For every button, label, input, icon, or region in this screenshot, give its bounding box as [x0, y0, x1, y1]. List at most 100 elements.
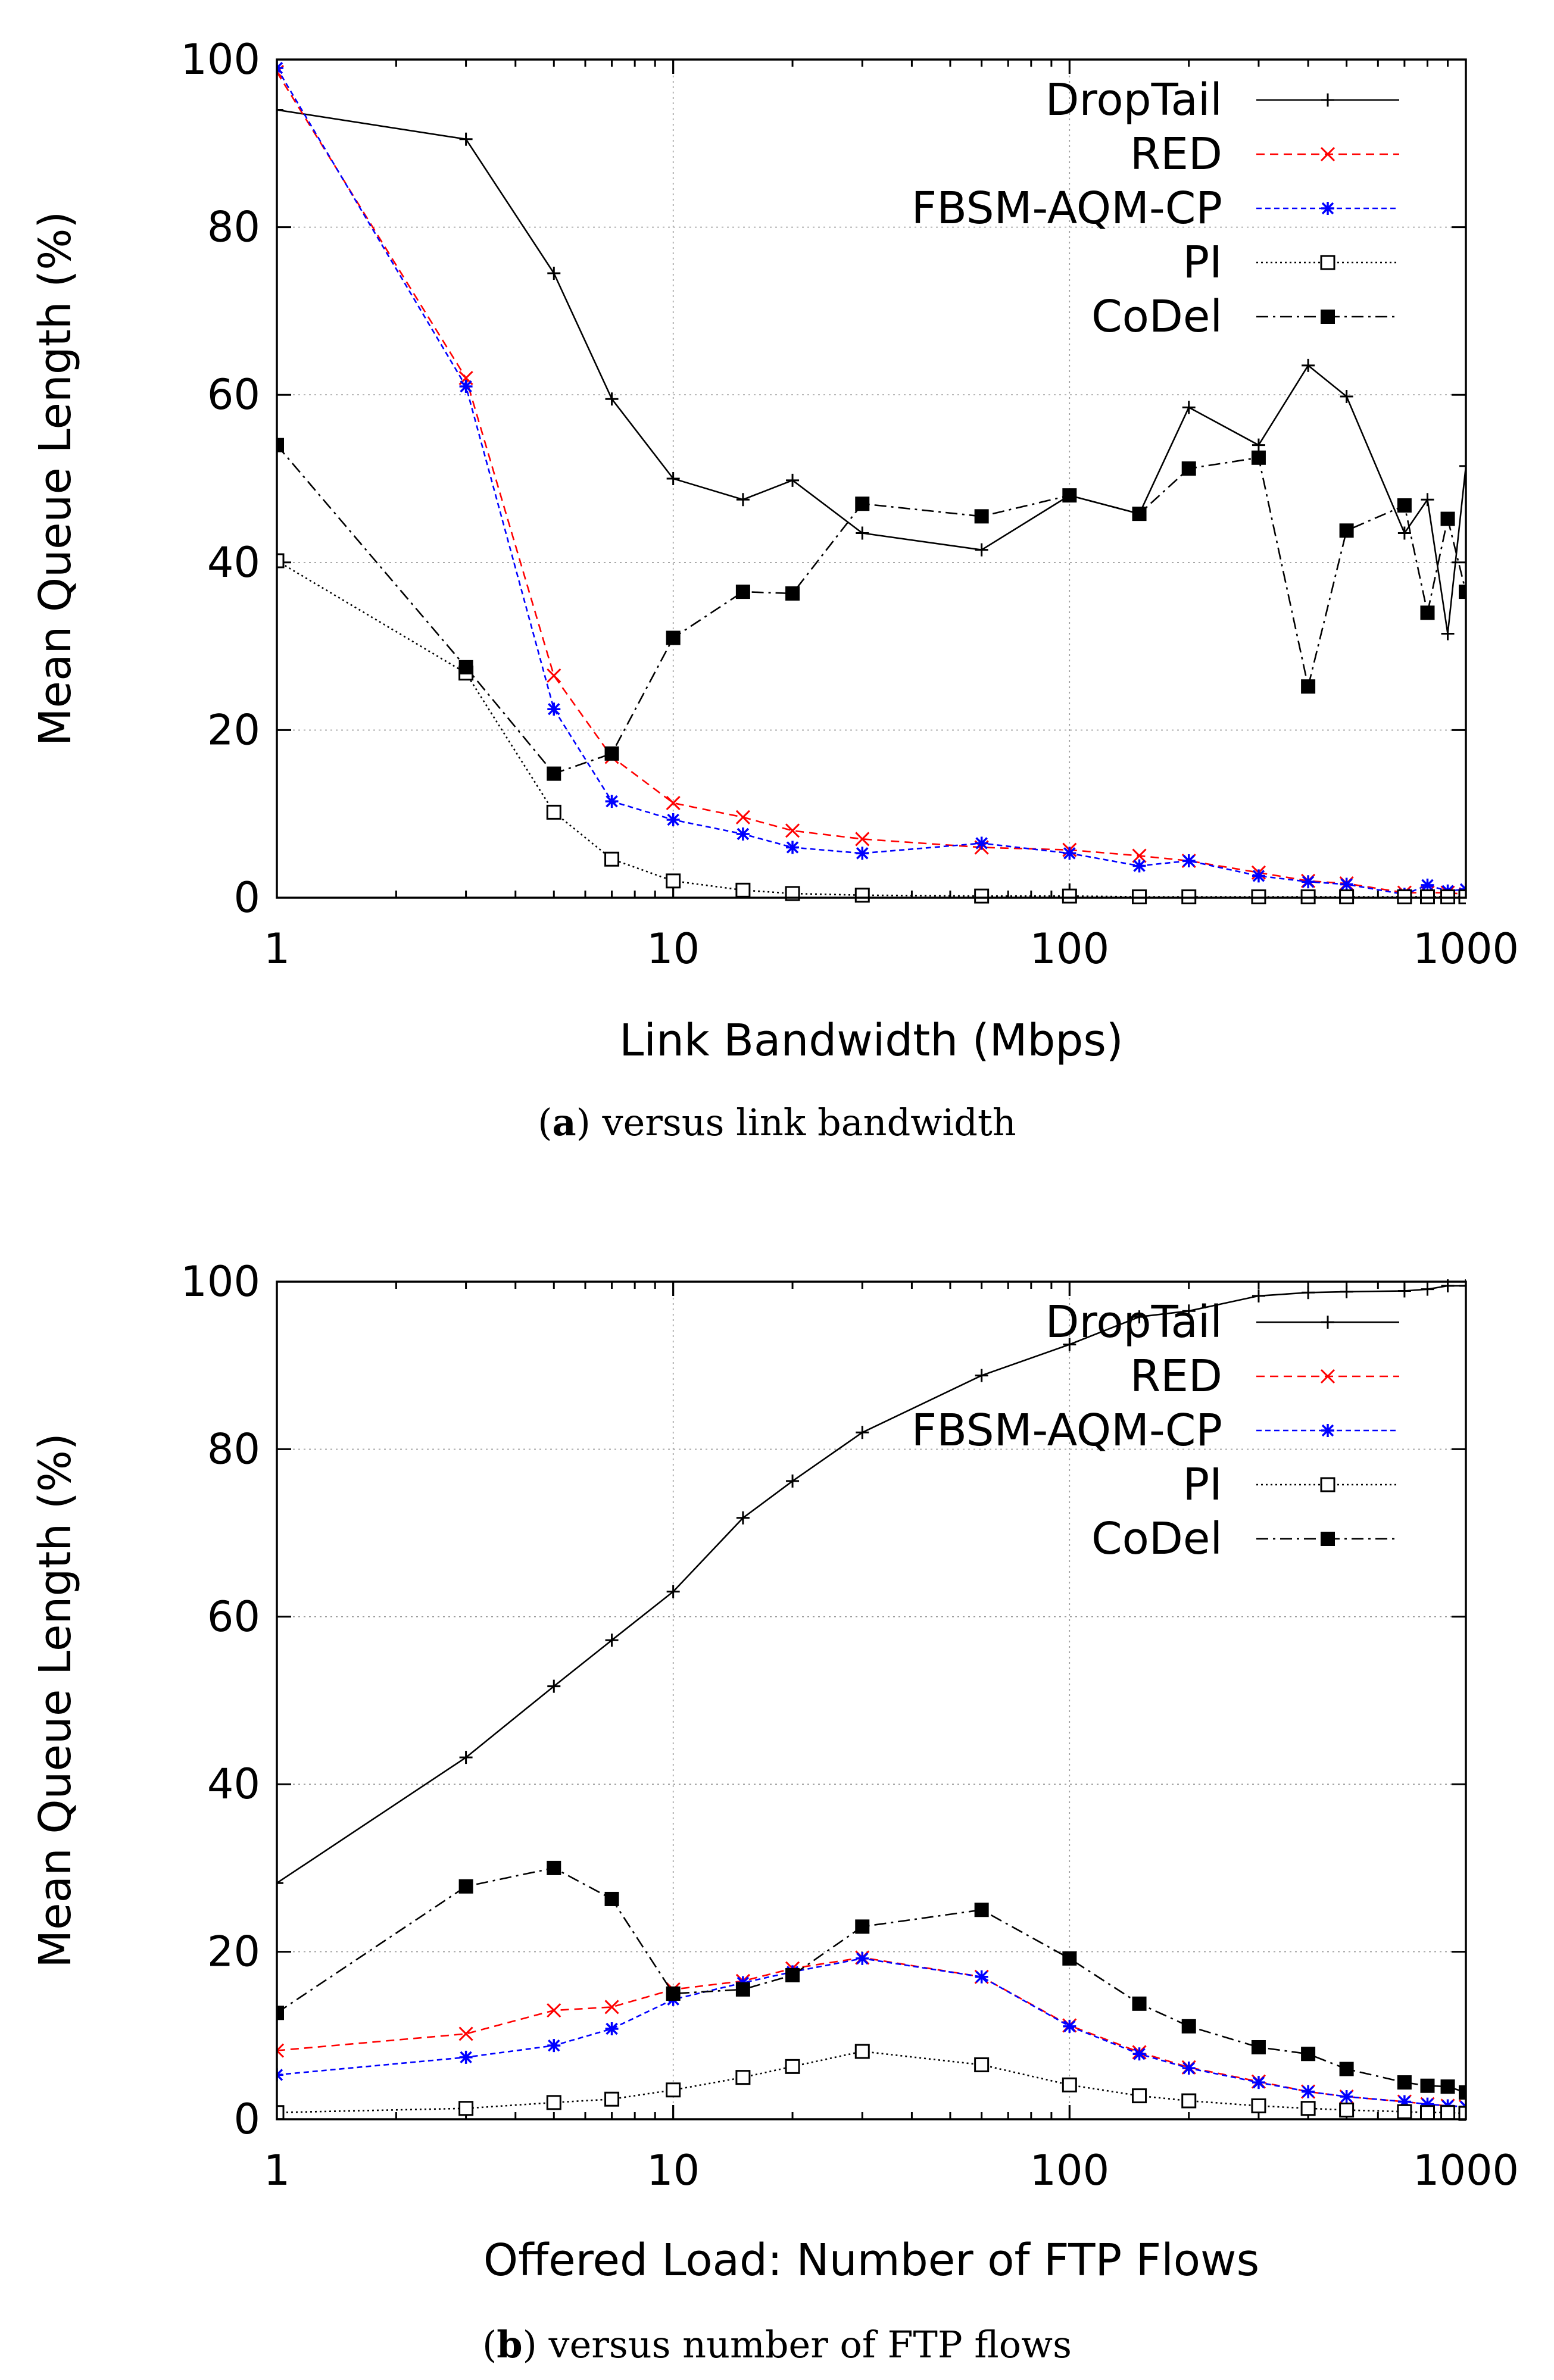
chart-b-fbsm-aqm-cp-point	[459, 2050, 473, 2064]
chart-a-droptail-point	[1252, 438, 1265, 452]
chart-a-pi-point	[735, 882, 751, 898]
chart-b-codel-point	[1459, 2085, 1466, 2100]
chart-b-legend-marker-fbsm-aqm-cp	[1321, 1424, 1334, 1437]
chart-b-codel-point	[1132, 1996, 1147, 2011]
chart-a-codel-point	[855, 496, 870, 511]
chart-b-codel-point	[1420, 2078, 1435, 2093]
chart-b-y-tick-label: 60	[207, 1592, 260, 1641]
chart-a-codel-point	[1181, 461, 1196, 476]
chart-a-y-tick-label: 60	[207, 370, 260, 419]
chart-a-fbsm-aqm-cp-point	[1421, 878, 1434, 892]
chart-a-droptail-point	[1421, 493, 1434, 507]
chart-b-pi-point	[974, 2057, 990, 2073]
chart-b-droptail-point	[1182, 1304, 1196, 1318]
chart-a-fbsm-aqm-cp-point	[1063, 847, 1076, 860]
chart-b-caption-text: versus number of FTP flows	[537, 2323, 1072, 2366]
chart-b-legend-label-codel: CoDel	[1091, 1513, 1222, 1564]
chart-b-grid	[277, 1282, 1466, 2119]
chart-b-fbsm-aqm-cp-point	[1132, 2047, 1146, 2061]
chart-a-fbsm-aqm-cp-point	[1340, 877, 1353, 891]
chart-b-pi-point	[1397, 2104, 1412, 2119]
chart-a-y-tick-label: 40	[207, 538, 260, 587]
chart-a-codel-point	[1301, 679, 1316, 694]
chart-a-codel-point	[666, 630, 681, 645]
chart-b-droptail-point	[1397, 1284, 1411, 1298]
chart-a-y-tick-label: 0	[233, 873, 260, 922]
chart-a-pi-point	[1062, 888, 1077, 904]
chart-a-legend-marker-fbsm-aqm-cp	[1321, 202, 1334, 215]
chart-b-x-tick-label: 1	[264, 2146, 291, 2195]
chart-a-x-tick-label: 1	[264, 924, 291, 973]
chart-b-droptail-point	[975, 1369, 988, 1382]
chart-a-fbsm-aqm-cp-point	[1302, 875, 1315, 889]
chart-b-codel-point	[1397, 2075, 1412, 2090]
chart-b-x-tick-label: 100	[1030, 2146, 1110, 2195]
chart-a-red-point	[735, 810, 750, 824]
chart-a-red-point	[855, 832, 870, 847]
chart-b-droptail-point	[459, 1751, 473, 1764]
chart-b-legend-marker-codel	[1321, 1532, 1335, 1546]
chart-a-legend-label-red: RED	[1130, 129, 1222, 180]
chart-b-red-point	[458, 2026, 473, 2041]
chart-b-x-axis-label: Offered Load: Number of FTP Flows	[483, 2235, 1259, 2286]
chart-b-red-point	[604, 2000, 619, 2014]
chart-b-droptail-point	[666, 1585, 680, 1598]
chart-b-legend-label-fbsm-aqm-cp: FBSM-AQM-CP	[912, 1405, 1222, 1456]
chart-b-codel-point	[666, 1986, 681, 2001]
chart-b-caption-label: b	[497, 2323, 522, 2366]
chart-a-codel-point	[1459, 585, 1466, 599]
chart-b-droptail-point	[736, 1511, 750, 1525]
chart-a-codel-point	[974, 509, 989, 524]
chart-a-droptail-point	[666, 472, 680, 485]
chart-b-pi-point	[1062, 2077, 1077, 2092]
chart-b-pi-point	[1458, 2106, 1466, 2121]
chart-a-droptail-point	[975, 543, 988, 557]
chart-b-caption-paren-close: )	[523, 2323, 537, 2366]
chart-b-droptail-point	[1459, 1279, 1466, 1293]
chart-b-legend-marker-droptail	[1321, 1316, 1334, 1329]
chart-a-pi-point	[974, 888, 990, 904]
chart-b-codel-point	[1339, 2062, 1354, 2076]
chart-b-fbsm-aqm-cp-point	[1252, 2076, 1265, 2089]
chart-a-codel-point	[1132, 507, 1147, 521]
chart-a: 0 20 40 60 80 100 1 10 100 1000 Link Bandwidth (Mb…	[30, 35, 1519, 1144]
chart-b-codel-point	[974, 1903, 989, 1917]
chart-a-droptail-point	[605, 392, 619, 406]
chart-a-caption-label: a	[552, 1101, 576, 1144]
chart-b-fbsm-aqm-cp-point	[1340, 2090, 1353, 2104]
chart-b-droptail-point	[856, 1426, 869, 1439]
chart-b-fbsm-aqm-cp-point	[975, 1970, 988, 1984]
chart-b-y-tick-label: 100	[180, 1257, 260, 1306]
chart-a-fbsm-aqm-cp-point	[786, 841, 800, 854]
chart-b-codel-point	[547, 1860, 561, 1875]
chart-a-codel-point	[277, 438, 284, 452]
chart-a-codel-point	[547, 766, 561, 781]
chart-b-codel-point	[1062, 1951, 1077, 1966]
chart-a-caption: (a) versus link bandwidth	[538, 1101, 1016, 1144]
chart-b-pi-point	[1181, 2093, 1197, 2109]
chart-b-droptail-point	[1421, 1282, 1434, 1296]
chart-a-legend-marker-pi	[1320, 255, 1335, 270]
chart-a-codel-point	[604, 746, 619, 761]
chart-a-red-point	[547, 668, 561, 683]
chart-a-fbsm-aqm-cp-point	[975, 836, 988, 850]
chart-a-pi-point	[277, 553, 285, 569]
chart-a-y-axis-label: Mean Queue Length (%)	[30, 211, 81, 747]
chart-a-codel-point	[1397, 498, 1412, 513]
chart-a-codel-point	[1251, 450, 1266, 465]
chart-a-droptail-point	[736, 493, 750, 507]
chart-b-droptail-point	[605, 1633, 619, 1647]
chart-a-pi-point	[854, 888, 870, 903]
chart-b-y-tick-label: 80	[207, 1425, 260, 1473]
chart-a-x-tick-label: 1000	[1413, 924, 1519, 973]
chart-b-codel-point	[735, 1982, 750, 1997]
chart-a-fbsm-aqm-cp-point	[547, 702, 561, 716]
chart-a-x-tick-label: 10	[647, 924, 700, 973]
chart-b-x-tick-label: 10	[647, 2146, 700, 2195]
chart-a-legend-label-pi: PI	[1183, 237, 1222, 288]
chart-a-fbsm-aqm-cp-point	[1132, 859, 1146, 873]
chart-b-caption: (b) versus number of FTP flows	[482, 2323, 1072, 2366]
chart-b-pi-point	[1251, 2098, 1266, 2113]
